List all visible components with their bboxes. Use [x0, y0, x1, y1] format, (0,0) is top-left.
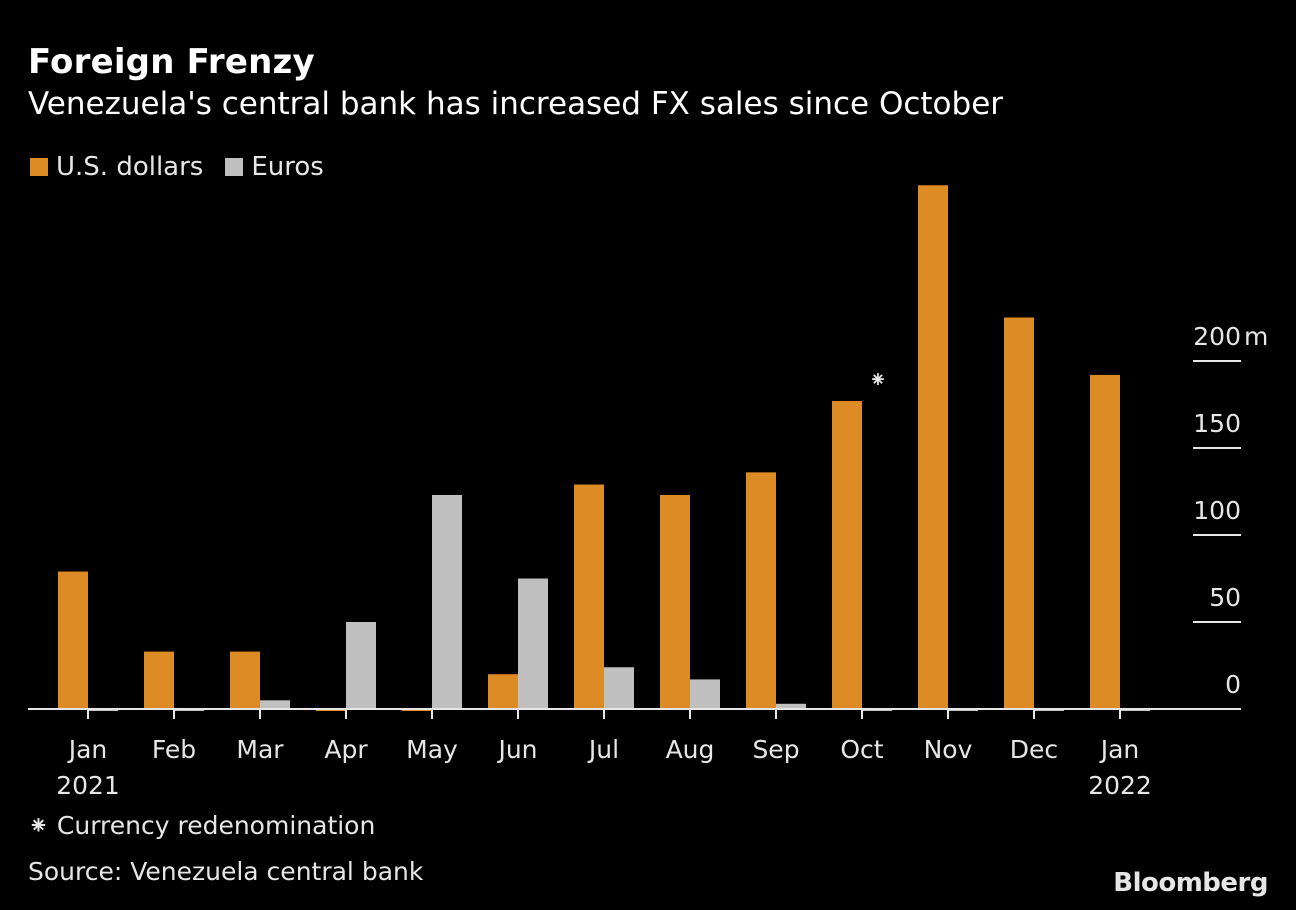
bar-euros — [346, 622, 376, 709]
bar-euros — [518, 578, 548, 709]
bar-euros — [432, 494, 462, 709]
bar-usd — [1090, 374, 1120, 709]
x-tick-label: Jul — [587, 735, 619, 764]
bar-usd — [574, 484, 604, 709]
bar-usd — [144, 651, 174, 709]
legend-label-euros: Euros — [251, 152, 324, 182]
y-tick-label: 0 — [1225, 670, 1241, 699]
bar-euros — [776, 703, 806, 709]
x-tick-label: Oct — [840, 735, 883, 764]
footnote: ⁕ Currency redenomination — [28, 811, 376, 840]
bar-usd — [488, 674, 518, 709]
bar-usd — [832, 401, 862, 709]
bar-usd — [58, 571, 88, 709]
annotation-asterisk: ⁕ — [869, 368, 887, 393]
bar-usd — [1004, 317, 1034, 709]
bar-euros — [604, 667, 634, 709]
bloomberg-logo: Bloomberg — [1113, 868, 1268, 898]
bar-usd — [918, 185, 948, 709]
x-tick-label: Aug — [666, 735, 715, 764]
x-tick-label: Jun — [496, 735, 537, 764]
y-tick-label: 50 — [1209, 583, 1241, 612]
x-tick-label: Apr — [324, 735, 368, 764]
x-year-label: 2022 — [1088, 771, 1152, 800]
x-tick-label: Feb — [152, 735, 196, 764]
source-note: Source: Venezuela central bank — [28, 857, 424, 886]
x-tick-label: Mar — [236, 735, 284, 764]
x-tick-label: May — [406, 735, 458, 764]
bar-euros — [690, 679, 720, 709]
bar-usd — [230, 651, 260, 709]
x-year-label: 2021 — [56, 771, 120, 800]
bar-usd — [746, 472, 776, 709]
legend-swatch-usd — [30, 158, 48, 176]
x-tick-label: Sep — [752, 735, 799, 764]
x-tick-label: Dec — [1010, 735, 1058, 764]
bar-usd — [660, 494, 690, 709]
y-tick-label: 150 — [1193, 409, 1241, 438]
x-tick-label: Jan — [1099, 735, 1140, 764]
x-tick-label: Jan — [67, 735, 108, 764]
legend-item-euros: Euros — [225, 152, 324, 182]
legend-swatch-euros — [225, 158, 244, 176]
bar-euros — [260, 700, 290, 709]
y-tick-label: 200 — [1193, 322, 1241, 351]
chart-subtitle: Venezuela's central bank has increased F… — [28, 86, 1004, 122]
legend: U.S. dollars Euros — [30, 152, 324, 182]
y-unit-label: m — [1244, 322, 1268, 351]
legend-label-usd: U.S. dollars — [56, 152, 204, 182]
x-tick-label: Nov — [924, 735, 973, 764]
legend-item-usd: U.S. dollars — [30, 152, 203, 182]
y-tick-label: 100 — [1193, 496, 1241, 525]
chart-title: Foreign Frenzy — [28, 42, 315, 82]
